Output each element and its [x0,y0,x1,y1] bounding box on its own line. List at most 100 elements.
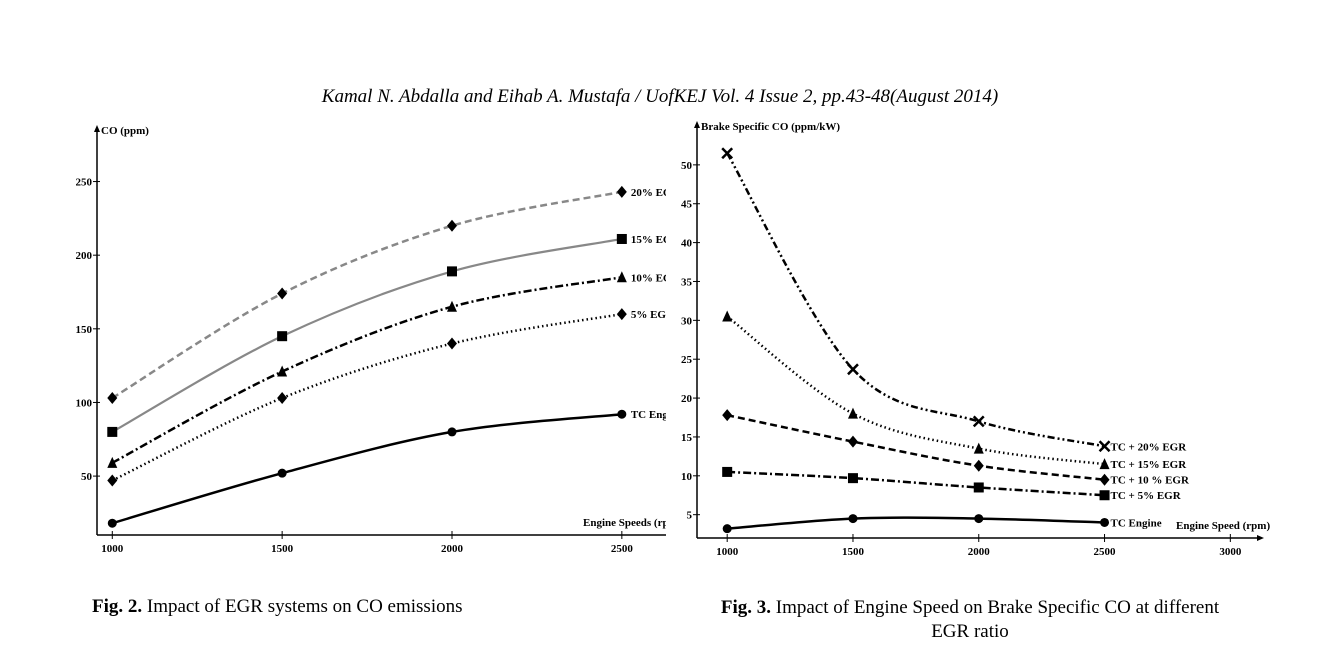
diamond-marker [277,392,288,405]
series-label: 5% EGR [631,309,675,321]
series-line [111,237,623,433]
fig2-label: Fig. 2. [92,596,143,617]
square-marker [107,426,118,437]
x-tick-label: 2500 [611,543,634,555]
triangle-marker [107,456,118,468]
running-header: Kamal N. Abdalla and Eihab A. Mustafa / … [321,86,999,107]
x-tick-label: 1500 [842,546,865,558]
diamond-marker [1099,473,1110,486]
circle-marker [722,524,732,534]
circle-marker [107,518,117,528]
y-axis-label: CO (ppm) [101,125,149,137]
fig2-chart: CO (ppm) Engine Speeds (rpm) 50 100 150 200 25… [76,125,682,555]
y-tick-label: 45 [681,199,693,211]
circle-marker [848,514,858,524]
x-axis-label: Engine Speed (rpm) [1176,520,1270,532]
y-tick-label: 30 [681,315,693,327]
y-tick-label: 15 [681,432,693,444]
y-axis-label: Brake Specific CO (ppm/kW) [701,121,840,133]
y-tick-label: 100 [76,397,93,409]
y-tick-label: 10 [681,471,693,483]
diamond-marker [722,409,733,422]
x-tick-label: 2500 [1094,546,1117,558]
triangle-marker [973,442,984,454]
series-label: 15% EGR [631,234,681,246]
x-axis-arrow [1257,535,1264,541]
diamond-marker [616,185,627,198]
series-20-egr: 20% EGR [107,185,681,405]
diamond-marker [616,308,627,321]
fig2-caption: Fig. 2. Impact of EGR systems on CO emis… [92,596,463,618]
circle-marker [617,409,627,419]
square-marker [973,482,984,493]
series-tc-engine: TC Engine [722,514,1162,534]
diamond-marker [277,287,288,300]
diamond-marker [847,435,858,448]
x-marker [847,363,859,376]
x-tick-label: 2000 [968,546,991,558]
diamond-marker [446,219,457,232]
y-axis-arrow [694,121,700,128]
series-tc-15-egr: TC + 15% EGR [722,310,1187,471]
series-tc-5-egr: TC + 5% EGR [722,466,1182,502]
y-tick-label: 150 [76,324,93,336]
series-line [111,190,623,400]
series-tc-20-egr: TC + 20% EGR [721,147,1188,453]
x-tick-label: 1500 [271,543,294,555]
series-tc-10-egr: TC + 10 % EGR [722,409,1190,487]
triangle-marker [847,407,858,419]
diamond-marker [446,337,457,350]
fig3-chart: Brake Specific CO (ppm/kW) Engine Speed (… [681,121,1270,558]
y-tick-label: 20 [681,393,693,405]
square-marker [1099,490,1110,501]
series-line [111,312,623,482]
series-label: TC + 20% EGR [1111,441,1188,453]
x-tick-label: 1000 [101,543,124,555]
fig2-text: Impact of EGR systems on CO emissions [142,596,463,617]
circle-marker [1100,517,1110,527]
x-marker [972,415,985,428]
series-10-egr: 10% EGR [107,271,681,468]
series-line [726,315,1105,466]
y-axis-arrow [94,125,100,132]
triangle-marker [277,365,288,377]
circle-marker [447,427,457,437]
x-tick-label: 1000 [716,546,739,558]
triangle-marker [722,310,733,322]
x-marker [721,147,734,160]
square-marker [847,473,858,484]
diamond-marker [107,474,118,487]
series-15-egr: 15% EGR [107,233,681,437]
series-label: TC Engine [631,409,682,421]
diamond-marker [107,392,118,405]
series-label: 10% EGR [631,272,681,284]
y-tick-label: 250 [76,177,93,189]
circle-marker [277,468,287,478]
x-tick-label: 2000 [441,543,464,555]
series-label: TC + 10 % EGR [1111,475,1190,487]
y-tick-label: 200 [76,250,93,262]
square-marker [722,466,733,477]
series-line [111,276,623,464]
triangle-marker [616,271,627,283]
series-label: 20% EGR [631,187,681,199]
fig3-label: Fig. 3. [720,597,771,618]
series-line [727,470,1105,497]
series-5-egr: 5% EGR [107,308,675,487]
x-axis-label: Engine Speeds (rpm) [583,517,682,529]
square-marker [446,266,457,277]
y-tick-label: 40 [681,238,693,250]
x-tick-label: 3000 [1219,546,1242,558]
series-line [726,152,1105,448]
fig3-text: Impact of Engine Speed on Brake Specific… [771,597,1220,642]
y-tick-label: 5 [687,510,693,522]
series-tc-engine: TC Engine [107,409,682,528]
y-tick-label: 50 [681,160,693,172]
diamond-marker [973,459,984,472]
x-marker [1098,440,1111,453]
triangle-marker [1099,458,1110,470]
series-line [111,412,622,525]
square-marker [616,233,627,244]
series-line [727,516,1105,530]
